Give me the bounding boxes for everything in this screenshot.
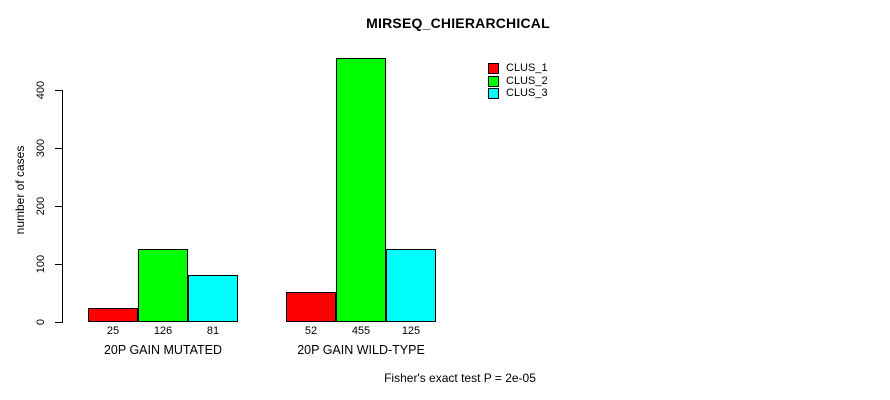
- y-tick-label: 200: [35, 196, 47, 216]
- y-tick-mark: [55, 264, 62, 265]
- chart-title: MIRSEQ_CHIERARCHICAL: [366, 15, 550, 31]
- bar-clus_2: [138, 249, 188, 322]
- y-tick-mark: [55, 206, 62, 207]
- legend-swatch-icon: [488, 75, 499, 87]
- category-label: 20P GAIN WILD-TYPE: [297, 343, 425, 357]
- bar-clus_2: [336, 58, 386, 322]
- bar-clus_1: [286, 292, 336, 322]
- bar-value-label: 81: [206, 325, 220, 337]
- y-axis-line: [62, 90, 63, 323]
- bar-value-label: 126: [153, 325, 173, 337]
- y-tick-label: 0: [35, 318, 47, 326]
- legend-label: CLUS_2: [506, 74, 548, 87]
- bar-clus_1: [88, 308, 138, 322]
- legend-row: CLUS_1: [488, 62, 548, 75]
- bar-value-label: 125: [401, 325, 421, 337]
- category-label: 20P GAIN MUTATED: [103, 343, 223, 357]
- y-tick-label: 100: [35, 254, 47, 274]
- legend-row: CLUS_3: [488, 88, 548, 101]
- bar-value-label: 52: [304, 325, 318, 337]
- y-tick-mark: [55, 148, 62, 149]
- legend-label: CLUS_3: [506, 87, 548, 100]
- legend-label: CLUS_1: [506, 61, 548, 74]
- legend-row: CLUS_2: [488, 75, 548, 88]
- legend-swatch-icon: [488, 62, 499, 74]
- y-tick-label: 300: [35, 138, 47, 158]
- annotation-text: Fisher's exact test P = 2e-05: [384, 371, 536, 385]
- y-axis-label: number of cases: [13, 145, 27, 235]
- legend: CLUS_1 CLUS_2 CLUS_3: [488, 62, 548, 100]
- bar-clus_3: [188, 275, 238, 322]
- y-tick-label: 400: [35, 80, 47, 100]
- bar-value-label: 25: [106, 325, 120, 337]
- legend-swatch-icon: [488, 88, 499, 100]
- y-tick-mark: [55, 322, 62, 323]
- y-tick-mark: [55, 90, 62, 91]
- bar-clus_3: [386, 249, 436, 322]
- bar-value-label: 455: [351, 325, 371, 337]
